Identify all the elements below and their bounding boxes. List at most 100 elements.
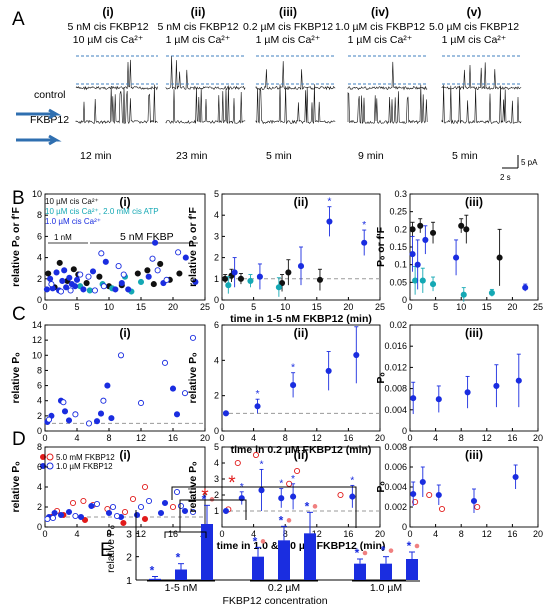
data-point bbox=[100, 283, 107, 290]
data-point bbox=[109, 503, 117, 511]
y-axis-label: relative Pₒ or f'F bbox=[10, 207, 22, 287]
y-tick-label: 0.1 bbox=[394, 260, 407, 270]
x-tick-label: 15 bbox=[482, 302, 492, 312]
column-calcium: 1 µM cis Ca²⁺ bbox=[166, 34, 231, 46]
column-numeral: (ii) bbox=[191, 5, 206, 19]
plot-b-i: 0 5 10 15 20 25 0 2 4 6 8 10 (i) relative Pₒ or f'F bbox=[10, 189, 210, 312]
data-point bbox=[176, 270, 183, 277]
data-point bbox=[161, 359, 169, 366]
data-point bbox=[102, 258, 109, 265]
data-point bbox=[43, 286, 50, 293]
legend-marker bbox=[40, 463, 46, 469]
panel-d-letter: D bbox=[12, 429, 26, 450]
x-tick-label: 12 bbox=[136, 433, 146, 443]
column-numeral: (iii) bbox=[279, 5, 297, 19]
marker-dot bbox=[362, 550, 368, 556]
y-tick-label: 3 bbox=[214, 474, 219, 484]
x-tick-label: 20 bbox=[375, 529, 385, 539]
data-point bbox=[237, 275, 245, 282]
x-tick-label: 20 bbox=[343, 302, 353, 312]
y-tick-label: 0.006 bbox=[384, 462, 407, 472]
data-point bbox=[173, 488, 181, 496]
column-condition: 5.0 µM cis FKBP12 bbox=[429, 21, 519, 33]
data-point bbox=[137, 503, 145, 511]
data-point bbox=[105, 509, 113, 517]
scale-bar-current-label: 5 pA bbox=[521, 158, 538, 167]
data-point bbox=[45, 416, 53, 423]
data-point bbox=[100, 397, 107, 404]
data-point bbox=[192, 278, 199, 286]
x-tick-label: 25 bbox=[533, 302, 543, 312]
x-tick-label: 4 bbox=[74, 433, 79, 443]
control-trace bbox=[347, 61, 428, 91]
data-point bbox=[316, 276, 324, 283]
x-tick-label: 0 bbox=[42, 433, 47, 443]
data-point bbox=[65, 508, 73, 516]
data-point bbox=[67, 287, 74, 294]
data-point bbox=[89, 268, 97, 275]
y-tick-label: 0.3 bbox=[394, 189, 407, 199]
data-point bbox=[290, 382, 297, 389]
data-point bbox=[65, 417, 73, 424]
y-tick-label: 2 bbox=[37, 274, 42, 284]
x-tick-label: 10 bbox=[456, 302, 466, 312]
data-point bbox=[522, 284, 529, 291]
data-point bbox=[112, 286, 119, 293]
significance-star: * bbox=[176, 551, 181, 565]
y-tick-label: 5 bbox=[214, 442, 219, 452]
data-point bbox=[70, 266, 77, 273]
d-i-legend: 5.0 mM FKBP12 1.0 µM FKBP12 bbox=[40, 453, 115, 471]
panel-numeral: (ii) bbox=[294, 195, 309, 209]
legend-entry: 10 µM cis Ca²⁺ bbox=[45, 197, 99, 206]
legend-entry: 5.0 mM FKBP12 bbox=[56, 453, 115, 462]
y-tick-label: 0.004 bbox=[384, 405, 407, 415]
x-tick-label: 5 bbox=[433, 302, 438, 312]
data-point bbox=[293, 467, 301, 475]
legend-marker bbox=[46, 453, 54, 461]
data-point bbox=[157, 509, 165, 517]
data-point bbox=[353, 351, 360, 359]
x-tick-label: 4 bbox=[74, 529, 79, 539]
x-tick-label: 16 bbox=[168, 433, 178, 443]
data-point bbox=[163, 276, 170, 283]
x-tick-label: 4 bbox=[251, 433, 256, 443]
data-point bbox=[435, 396, 442, 403]
y-axis-label: Pₒ bbox=[375, 481, 387, 493]
y-tick-label: 1 bbox=[214, 506, 219, 516]
bar bbox=[201, 524, 213, 580]
plot-c-iii: 0 4 8 12 16 20 0 0.004 0.008 0.012 0.016 0.02 (iii) P… bbox=[375, 320, 543, 443]
time-label: 23 min bbox=[176, 150, 208, 162]
time-label: 5 min bbox=[266, 150, 292, 162]
y-tick-label: 0.016 bbox=[384, 341, 407, 351]
y-tick-label: 0 bbox=[37, 295, 42, 305]
x-tick-label: 4 bbox=[251, 529, 256, 539]
x-tick-label: 8 bbox=[283, 433, 288, 443]
x-axis-label: time in 1-5 nM FKBP12 (min) bbox=[230, 313, 372, 325]
data-point bbox=[133, 511, 141, 519]
x-tick-label: 10 bbox=[104, 302, 114, 312]
plot-c-i: 0 4 8 12 16 20 0 2 4 6 8 10 12 14 (i) relative Pₒ bbox=[10, 320, 210, 443]
data-point bbox=[161, 499, 169, 507]
data-point bbox=[361, 239, 368, 246]
data-point bbox=[61, 267, 68, 274]
y-tick-label: 8 bbox=[37, 210, 42, 220]
significance-star: * bbox=[228, 473, 236, 494]
data-point bbox=[85, 420, 93, 427]
data-point bbox=[247, 277, 254, 284]
data-point bbox=[104, 382, 111, 389]
fkbp12-trace bbox=[441, 84, 522, 125]
data-point bbox=[77, 513, 85, 521]
fkbp12-trace bbox=[255, 84, 336, 125]
x-tick-label: 12 bbox=[312, 433, 322, 443]
data-point bbox=[438, 505, 446, 513]
plot-b-iii: 0 5 10 15 20 25 0 0.05 0.1 0.15 0.2 0.25 0.3 (iii) Pₒ … bbox=[375, 189, 543, 312]
data-point bbox=[97, 410, 105, 417]
data-point bbox=[419, 277, 426, 284]
x-tick-label: 12 bbox=[482, 529, 492, 539]
y-tick-label: 0 bbox=[402, 426, 407, 436]
data-point bbox=[474, 503, 481, 511]
control-trace bbox=[255, 61, 336, 91]
data-point bbox=[141, 483, 149, 491]
column-numeral: (iv) bbox=[371, 5, 389, 19]
